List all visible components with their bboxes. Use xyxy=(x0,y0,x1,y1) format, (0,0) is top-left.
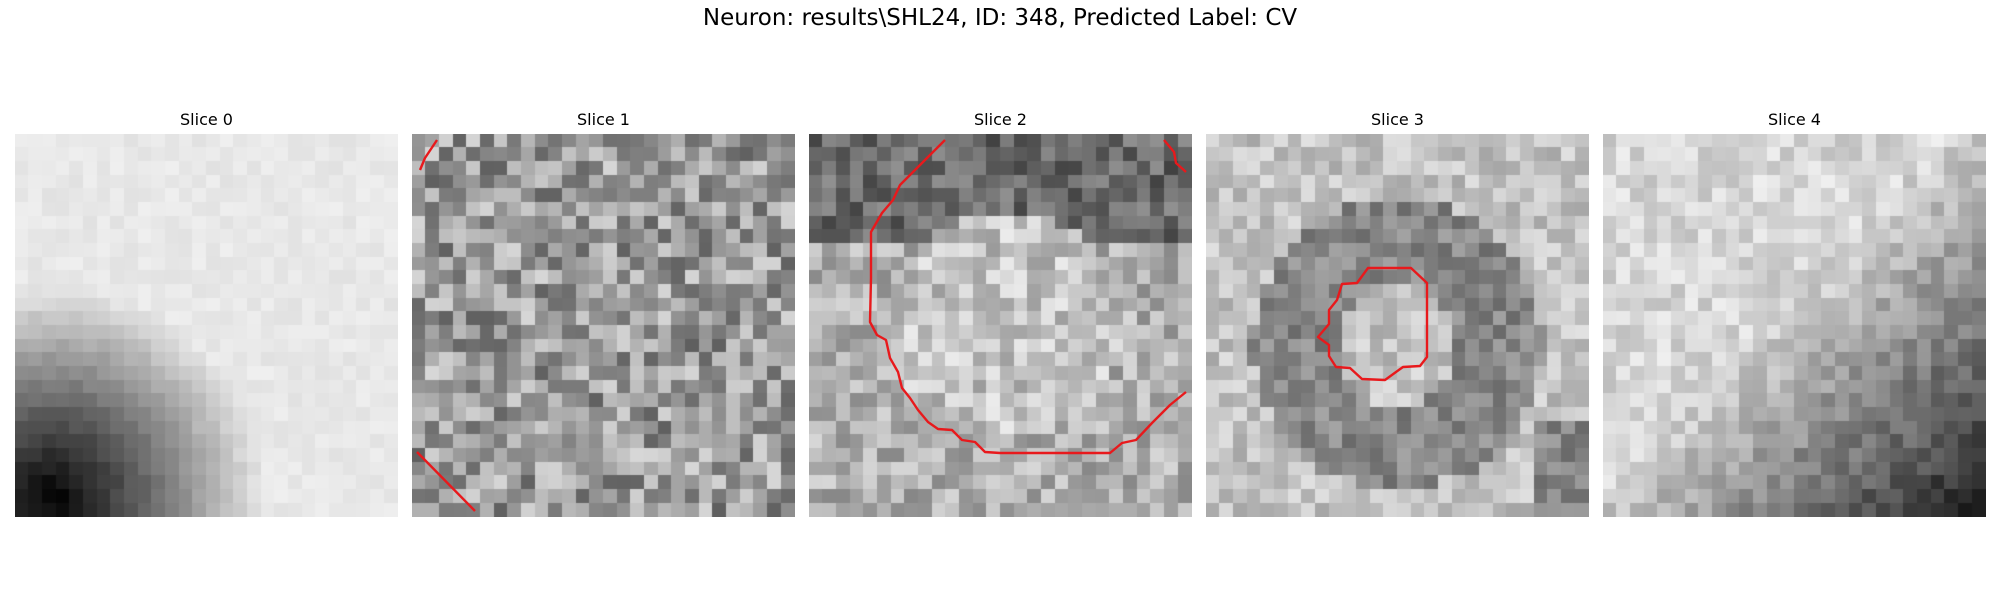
slice-title: Slice 2 xyxy=(974,110,1027,129)
slice-panel-2: Slice 2 xyxy=(809,108,1192,517)
slice-panel-0: Slice 0 xyxy=(15,108,398,517)
slice-image xyxy=(412,134,795,517)
slice-image xyxy=(1206,134,1589,517)
slice-panel-3: Slice 3 xyxy=(1206,108,1589,517)
slice-title: Slice 1 xyxy=(577,110,630,129)
slice-image xyxy=(1603,134,1986,517)
slice-image xyxy=(15,134,398,517)
slice-panel-4: Slice 4 xyxy=(1603,108,1986,517)
figure-title: Neuron: results\SHL24, ID: 348, Predicte… xyxy=(702,5,1298,31)
slice-title: Slice 0 xyxy=(180,110,233,129)
slice-image xyxy=(809,134,1192,517)
slice-panel-1: Slice 1 xyxy=(412,108,795,517)
slice-title: Slice 4 xyxy=(1768,110,1821,129)
slice-title: Slice 3 xyxy=(1371,110,1424,129)
